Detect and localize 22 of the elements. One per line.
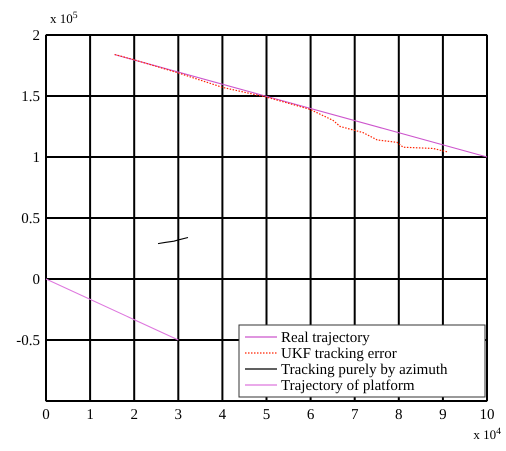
y-tick-label: 1.5 [21, 89, 40, 105]
x-tick-label: 9 [439, 407, 447, 423]
y-tick-label: 0.5 [21, 211, 40, 227]
x-tick-label: 8 [395, 407, 403, 423]
y-tick-label: 2 [32, 28, 40, 44]
legend-label: UKF tracking error [281, 346, 397, 362]
y-tick-label: 0 [32, 272, 40, 288]
x-tick-label: 10 [480, 407, 494, 423]
x-tick-label: 1 [86, 407, 94, 423]
x-tick-label: 5 [262, 407, 270, 423]
x-tick-label: 3 [174, 407, 182, 423]
x-tick-label: 7 [350, 407, 359, 423]
x-tick-label: 2 [130, 407, 138, 423]
text: x 10$^{4}$ [473, 426, 502, 442]
legend-label: Trajectory of platform [281, 378, 415, 394]
legend-label: Tracking purely by azimuth [281, 362, 448, 378]
x-tick-label: 6 [306, 407, 315, 423]
legend-label: Real trajectory [281, 330, 370, 346]
text: x 10$^{5}$ [50, 10, 78, 26]
y-tick-label: 1 [32, 150, 40, 166]
x-tick-label: 4 [218, 407, 227, 423]
y-tick-label: -0.5 [16, 333, 40, 349]
